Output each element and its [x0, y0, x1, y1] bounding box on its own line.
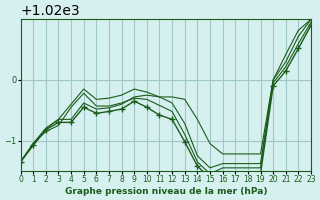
X-axis label: Graphe pression niveau de la mer (hPa): Graphe pression niveau de la mer (hPa) — [65, 187, 267, 196]
